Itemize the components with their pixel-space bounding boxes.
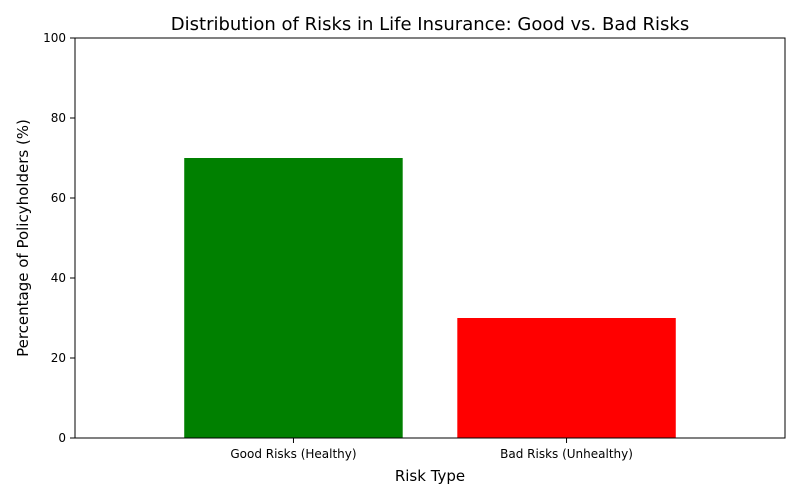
x-tick-label: Bad Risks (Unhealthy) [500, 447, 633, 461]
y-tick-label: 40 [51, 271, 66, 285]
chart-title: Distribution of Risks in Life Insurance:… [171, 14, 689, 35]
bar [184, 158, 403, 438]
y-tick-label: 100 [43, 31, 66, 45]
y-tick-label: 80 [51, 111, 66, 125]
y-axis-label: Percentage of Policyholders (%) [14, 119, 32, 357]
plot-frame [74, 37, 786, 439]
x-axis: Good Risks (Healthy) Bad Risks (Unhealthy… [230, 438, 633, 461]
bars [184, 158, 676, 438]
y-tick-label: 20 [51, 351, 66, 365]
y-axis: 0 20 40 60 80 100 [43, 31, 75, 445]
y-tick-label: 60 [51, 191, 66, 205]
x-tick-label: Good Risks (Healthy) [230, 447, 356, 461]
bar [457, 318, 676, 438]
y-tick-label: 0 [58, 431, 66, 445]
x-axis-label: Risk Type [395, 467, 465, 485]
